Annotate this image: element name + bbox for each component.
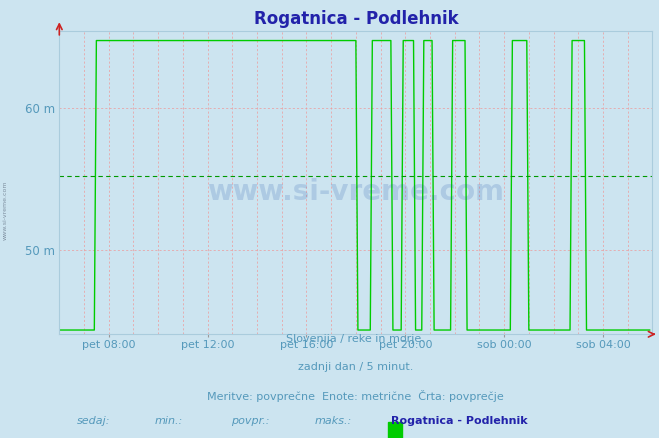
Text: sedaj:: sedaj:: [77, 416, 111, 426]
Text: povpr.:: povpr.:: [231, 416, 270, 426]
Text: maks.:: maks.:: [314, 416, 352, 426]
Text: zadnji dan / 5 minut.: zadnji dan / 5 minut.: [298, 362, 414, 372]
Text: www.si-vreme.com: www.si-vreme.com: [3, 180, 8, 240]
Title: Rogatnica - Podlehnik: Rogatnica - Podlehnik: [254, 10, 458, 28]
Text: min.:: min.:: [154, 416, 183, 426]
Text: Rogatnica - Podlehnik: Rogatnica - Podlehnik: [391, 416, 528, 426]
Text: www.si-vreme.com: www.si-vreme.com: [208, 177, 504, 205]
Text: Slovenija / reke in morje.: Slovenija / reke in morje.: [287, 334, 425, 344]
Text: Meritve: povprečne  Enote: metrične  Črta: povprečje: Meritve: povprečne Enote: metrične Črta:…: [208, 390, 504, 402]
FancyBboxPatch shape: [389, 422, 401, 438]
